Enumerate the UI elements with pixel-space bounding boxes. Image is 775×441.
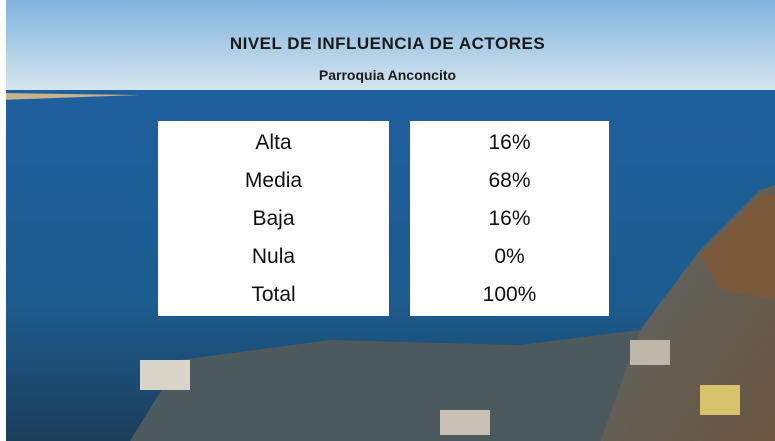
row-label: Nula [251, 245, 296, 269]
label-column: Alta Media Baja Nula Total [158, 121, 389, 316]
row-label: Media [244, 168, 303, 192]
row-value: 0% [494, 245, 525, 269]
row-label: Total [251, 283, 296, 307]
row-label: Baja [252, 206, 295, 230]
row-value: 16% [488, 206, 531, 230]
slide-title: NIVEL DE INFLUENCIA DE ACTORES [229, 34, 546, 53]
slide-subtitle: Parroquia Anconcito [318, 67, 457, 83]
row-value: 16% [488, 130, 531, 154]
row-value: 68% [488, 168, 531, 192]
row-label: Alta [255, 130, 292, 154]
value-column: 16% 68% 16% 0% 100% [410, 121, 609, 316]
row-value: 100% [482, 283, 537, 307]
